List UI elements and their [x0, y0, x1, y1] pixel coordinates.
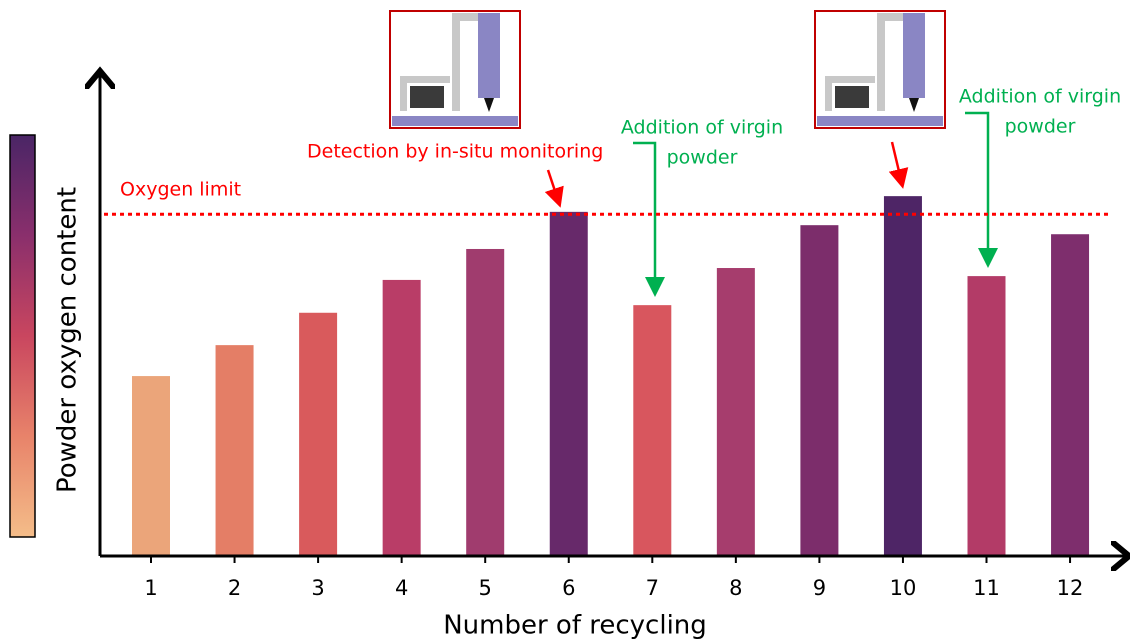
y-axis-label: Powder oxygen content: [53, 187, 83, 493]
arrow: [544, 169, 564, 208]
x-axis-label: Number of recycling: [443, 611, 707, 641]
x-tick-label: 8: [729, 576, 742, 600]
x-tick-label: 10: [890, 576, 917, 600]
bar: [215, 345, 254, 556]
x-tick-label: 4: [395, 576, 408, 600]
x-tick-label: 12: [1057, 576, 1084, 600]
arrow: [888, 141, 909, 189]
bar: [1051, 234, 1090, 556]
limit-label: Oxygen limit: [120, 179, 241, 201]
annotation: powder: [667, 147, 738, 169]
x-tick-label: 5: [479, 576, 492, 600]
annotation: Addition of virgin: [959, 86, 1121, 108]
x-tick-label: 3: [311, 576, 324, 600]
arrow: [633, 141, 665, 297]
annotation: Detection by in-situ monitoring: [307, 141, 603, 163]
x-tick-label: 11: [973, 576, 1000, 600]
colorbar: [9, 134, 36, 538]
inset-1: [389, 10, 521, 129]
bar: [466, 248, 505, 557]
bar: [967, 276, 1006, 556]
bar: [132, 376, 170, 556]
x-tick-label: 7: [646, 576, 659, 600]
bar: [633, 305, 672, 556]
arrow: [965, 111, 998, 268]
bar: [883, 196, 922, 557]
annotation: powder: [1005, 116, 1076, 138]
bar: [382, 279, 421, 556]
x-tick-label: 1: [144, 576, 157, 600]
x-tick-label: 6: [562, 576, 575, 600]
x-tick-label: 2: [228, 576, 241, 600]
inset-2: [814, 10, 946, 129]
bar: [299, 312, 338, 556]
annotation: Addition of virgin: [621, 117, 783, 139]
bar: [800, 225, 839, 556]
x-tick-label: 9: [813, 576, 826, 600]
bar: [716, 268, 755, 556]
bar: [549, 211, 588, 557]
